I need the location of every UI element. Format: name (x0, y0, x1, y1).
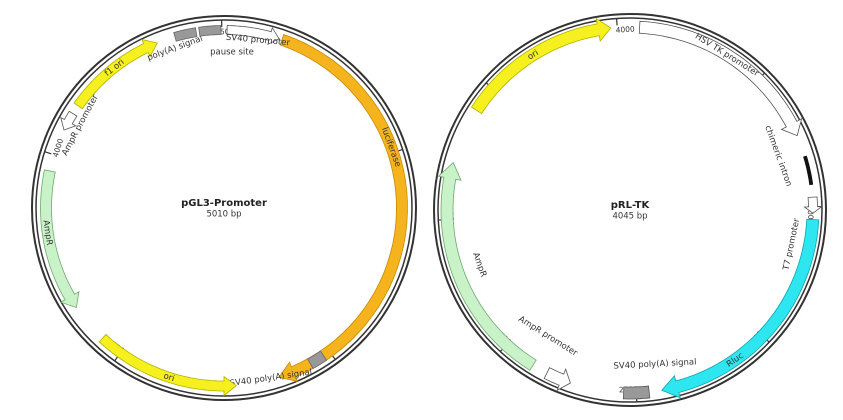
feature-label: SV40 promoter (226, 33, 291, 49)
feature-arrow (472, 19, 611, 114)
feature-label: AmpR (470, 251, 488, 278)
feature-arrow (623, 386, 649, 399)
feature-label: AmpR promoter (516, 314, 579, 359)
feature-arrow (804, 156, 813, 185)
plasmid-length: 5010 bp (206, 210, 241, 220)
plasmid-name: pRL-TK (611, 200, 651, 211)
tick-label: 4000 (615, 24, 635, 34)
feature-label: pause site (210, 48, 254, 58)
feature-arrow (544, 368, 570, 391)
feature-label: SV40 poly(A) signal (229, 368, 313, 389)
feature-arrow (279, 35, 407, 382)
feature-label: AmpR (41, 220, 54, 247)
plasmid-length: 4045 bp (612, 212, 647, 222)
feature-label: chimeric intron (762, 124, 793, 188)
feature-arrow (639, 21, 801, 135)
plasmid-name: pGL3-Promoter (181, 198, 267, 209)
tick-mark (45, 152, 52, 154)
feature-label: SV40 poly(A) signal (613, 357, 696, 371)
feature-arrow (199, 26, 221, 37)
